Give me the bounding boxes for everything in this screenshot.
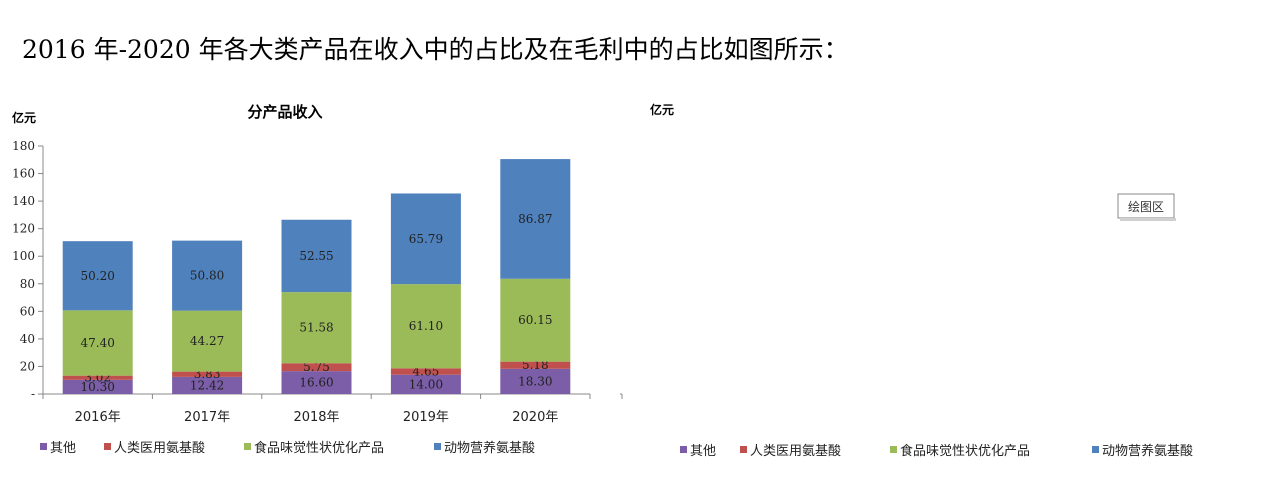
legend-swatch bbox=[434, 443, 441, 450]
data-label: 5.75 bbox=[303, 360, 330, 374]
legend-swatch bbox=[740, 446, 747, 453]
y-tick-label: 60 bbox=[20, 304, 35, 318]
bar-segment bbox=[62, 241, 133, 311]
bar-segment bbox=[390, 284, 461, 369]
tooltip-shadow bbox=[1120, 218, 1176, 221]
bar-segment bbox=[172, 310, 243, 372]
data-label: 12.42 bbox=[190, 378, 224, 392]
bar-segment bbox=[500, 368, 571, 394]
bar-segment bbox=[281, 363, 352, 372]
legend-label: 人类医用氨基酸 bbox=[114, 441, 205, 456]
data-label: 61.10 bbox=[409, 319, 443, 333]
page-heading: 2016 年-2020 年各大类产品在收入中的占比及在毛利中的占比如图所示： bbox=[22, 35, 849, 64]
data-label: 47.40 bbox=[81, 336, 115, 350]
bar-segment bbox=[281, 292, 352, 364]
y-tick-label: 40 bbox=[20, 332, 35, 346]
tooltip-text: 绘图区 bbox=[1128, 199, 1164, 214]
y-axis-unit: 亿元 bbox=[12, 110, 36, 125]
legend-swatch bbox=[104, 443, 111, 450]
bar-segment bbox=[500, 278, 571, 362]
data-label: 86.87 bbox=[518, 212, 552, 226]
bar-segment bbox=[390, 374, 461, 394]
x-tick-label: 2017年 bbox=[184, 410, 230, 425]
data-label: 65.79 bbox=[409, 232, 443, 246]
data-label: 60.15 bbox=[518, 313, 552, 327]
data-label: 18.30 bbox=[518, 374, 552, 388]
data-label: 10.30 bbox=[81, 380, 115, 394]
bar-segment bbox=[281, 371, 352, 394]
legend-swatch bbox=[1092, 446, 1099, 453]
revenue-chart: 分产品收入 亿元 - 20 40 60 80 100 120 140 160 180 2016年 10.3… bbox=[12, 103, 591, 456]
legend-label: 人类医用氨基酸 bbox=[750, 444, 841, 459]
bar-segment bbox=[281, 219, 352, 293]
legend-label: 其他 bbox=[690, 444, 716, 459]
bar-segment bbox=[390, 368, 461, 375]
plot-area-tooltip: 绘图区 bbox=[1117, 193, 1176, 221]
legend-label: 动物营养氨基酸 bbox=[1102, 443, 1193, 459]
data-label: 50.20 bbox=[81, 269, 115, 283]
y-tick-label: 20 bbox=[20, 359, 35, 373]
data-label: 14.00 bbox=[409, 377, 443, 391]
y-tick-label: 80 bbox=[20, 277, 35, 291]
legend-swatch bbox=[244, 443, 251, 450]
y-tick-label: 180 bbox=[12, 139, 35, 153]
bar-segment bbox=[390, 193, 461, 285]
legend-label: 食品味觉性状优化产品 bbox=[900, 443, 1030, 459]
legend-label: 其他 bbox=[50, 441, 76, 456]
bar-segment bbox=[62, 310, 133, 376]
legend-label: 动物营养氨基酸 bbox=[444, 440, 535, 456]
y-axis-unit: 亿元 bbox=[650, 102, 674, 117]
data-label: 51.58 bbox=[299, 321, 333, 335]
x-tick-label: 2020年 bbox=[512, 410, 558, 425]
bar-segment bbox=[500, 159, 571, 279]
bar-segment bbox=[62, 375, 133, 380]
data-label: 5.18 bbox=[522, 358, 549, 372]
bar-segment bbox=[172, 371, 243, 377]
bar-segment bbox=[172, 240, 243, 311]
bar-segment bbox=[62, 379, 133, 394]
y-tick-label: 120 bbox=[12, 222, 35, 236]
bar-segment bbox=[500, 361, 571, 369]
x-tick-label: 2019年 bbox=[403, 410, 449, 425]
data-label: 16.60 bbox=[299, 376, 333, 390]
legend-label: 食品味觉性状优化产品 bbox=[254, 440, 384, 456]
bar-segment bbox=[172, 376, 243, 394]
y-tick-label: 140 bbox=[12, 194, 35, 208]
x-tick-label: 2016年 bbox=[75, 410, 121, 425]
y-tick-label: 100 bbox=[12, 249, 35, 263]
y-tick-label: - bbox=[31, 387, 35, 401]
data-label: 44.27 bbox=[190, 334, 224, 348]
y-tick-label: 160 bbox=[12, 167, 35, 181]
data-label: 52.55 bbox=[299, 249, 333, 263]
legend-swatch bbox=[680, 446, 687, 453]
x-tick-label: 2018年 bbox=[293, 410, 339, 425]
legend-swatch bbox=[890, 446, 897, 453]
data-label: 50.80 bbox=[190, 269, 224, 283]
gross-profit-chart: 分产品毛利亿元-51015202530352016年2.600.6010.241… bbox=[620, 102, 1193, 459]
legend-swatch bbox=[40, 443, 47, 450]
chart-title: 分产品收入 bbox=[247, 103, 322, 121]
